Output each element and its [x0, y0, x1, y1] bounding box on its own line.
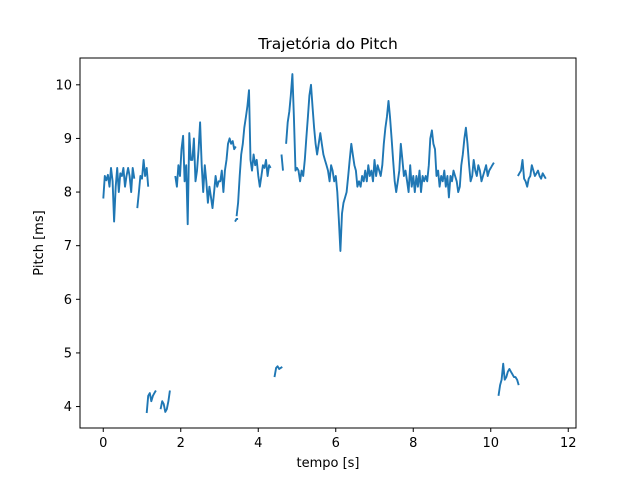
- pitch-line-segment-11: [497, 362, 520, 396]
- pitch-line-segment-8: [273, 365, 283, 378]
- data-series: [102, 73, 547, 414]
- plot-frame: [79, 57, 577, 429]
- x-tick-label: 2: [177, 436, 185, 451]
- y-tick-label: 7: [64, 239, 72, 254]
- y-tick-label: 8: [64, 186, 72, 201]
- pitch-line-segment-6: [234, 217, 239, 223]
- pitch-line-segment-3: [145, 390, 157, 414]
- y-tick-label: 9: [64, 132, 72, 147]
- x-tick-label: 12: [560, 436, 577, 451]
- pitch-line-segment-1: [102, 166, 136, 223]
- pitch-line-segment-10: [285, 73, 495, 252]
- x-tick-label: 8: [409, 436, 417, 451]
- pitch-line-segment-7: [235, 89, 272, 217]
- x-tick-label: 0: [99, 436, 107, 451]
- x-tick-label: 10: [482, 436, 499, 451]
- y-tick-label: 4: [64, 400, 72, 415]
- x-tick-label: 6: [332, 436, 340, 451]
- pitch-line-segment-12: [517, 158, 547, 188]
- y-axis-label: Pitch [ms]: [32, 210, 47, 275]
- x-axis-label: tempo [s]: [296, 456, 359, 471]
- y-tick-label: 5: [64, 346, 72, 361]
- y-tick-label: 10: [55, 78, 72, 93]
- pitch-line-segment-5: [174, 121, 237, 226]
- pitch-line-segment-4: [159, 390, 171, 413]
- pitch-line-segment-9: [280, 154, 284, 171]
- y-tick-label: 6: [64, 293, 72, 308]
- y-axis-ticks: 4 5 6 7 8 9 10: [55, 78, 80, 415]
- pitch-line-segment-2: [136, 158, 150, 209]
- x-axis-ticks: 0 2 4 6 8 10 12: [99, 428, 577, 451]
- x-tick-label: 4: [254, 436, 262, 451]
- chart-title: Trajetória do Pitch: [257, 35, 398, 53]
